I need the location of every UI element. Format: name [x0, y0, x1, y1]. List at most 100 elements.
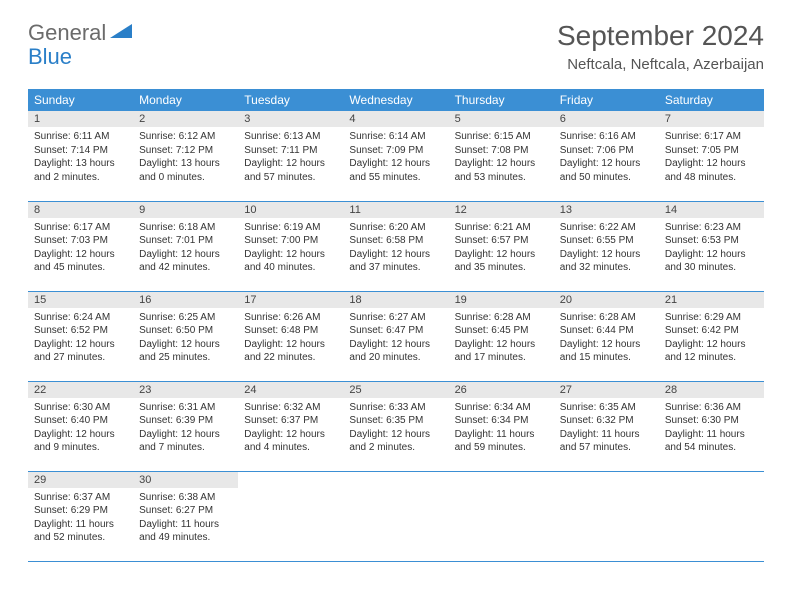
day-number: 29: [28, 472, 133, 488]
day-info: Sunrise: 6:38 AMSunset: 6:27 PMDaylight:…: [133, 488, 238, 550]
calendar-cell: 2Sunrise: 6:12 AMSunset: 7:12 PMDaylight…: [133, 111, 238, 201]
calendar-cell: 15Sunrise: 6:24 AMSunset: 6:52 PMDayligh…: [28, 291, 133, 381]
calendar-cell: 28Sunrise: 6:36 AMSunset: 6:30 PMDayligh…: [659, 381, 764, 471]
calendar-cell: [238, 471, 343, 561]
calendar-cell: [449, 471, 554, 561]
calendar-body: 1Sunrise: 6:11 AMSunset: 7:14 PMDaylight…: [28, 111, 764, 561]
calendar-cell: 25Sunrise: 6:33 AMSunset: 6:35 PMDayligh…: [343, 381, 448, 471]
day-number: 22: [28, 382, 133, 398]
calendar-cell: [343, 471, 448, 561]
day-info: Sunrise: 6:11 AMSunset: 7:14 PMDaylight:…: [28, 127, 133, 189]
day-number: 19: [449, 292, 554, 308]
day-number: 9: [133, 202, 238, 218]
day-number: 26: [449, 382, 554, 398]
calendar-cell: [659, 471, 764, 561]
day-info: Sunrise: 6:17 AMSunset: 7:05 PMDaylight:…: [659, 127, 764, 189]
calendar-cell: 29Sunrise: 6:37 AMSunset: 6:29 PMDayligh…: [28, 471, 133, 561]
logo: General: [28, 20, 134, 46]
calendar-cell: 24Sunrise: 6:32 AMSunset: 6:37 PMDayligh…: [238, 381, 343, 471]
day-number: 14: [659, 202, 764, 218]
day-number: 25: [343, 382, 448, 398]
logo-text-general: General: [28, 20, 106, 46]
day-number: 2: [133, 111, 238, 127]
day-info: Sunrise: 6:28 AMSunset: 6:45 PMDaylight:…: [449, 308, 554, 370]
day-info: Sunrise: 6:24 AMSunset: 6:52 PMDaylight:…: [28, 308, 133, 370]
day-info: Sunrise: 6:36 AMSunset: 6:30 PMDaylight:…: [659, 398, 764, 460]
day-info: Sunrise: 6:26 AMSunset: 6:48 PMDaylight:…: [238, 308, 343, 370]
day-info: Sunrise: 6:13 AMSunset: 7:11 PMDaylight:…: [238, 127, 343, 189]
calendar-week-row: 8Sunrise: 6:17 AMSunset: 7:03 PMDaylight…: [28, 201, 764, 291]
day-info: Sunrise: 6:22 AMSunset: 6:55 PMDaylight:…: [554, 218, 659, 280]
calendar-cell: 18Sunrise: 6:27 AMSunset: 6:47 PMDayligh…: [343, 291, 448, 381]
calendar-cell: 19Sunrise: 6:28 AMSunset: 6:45 PMDayligh…: [449, 291, 554, 381]
calendar-cell: 5Sunrise: 6:15 AMSunset: 7:08 PMDaylight…: [449, 111, 554, 201]
day-info: Sunrise: 6:12 AMSunset: 7:12 PMDaylight:…: [133, 127, 238, 189]
day-number: 12: [449, 202, 554, 218]
day-number: 16: [133, 292, 238, 308]
calendar-week-row: 29Sunrise: 6:37 AMSunset: 6:29 PMDayligh…: [28, 471, 764, 561]
day-number: 4: [343, 111, 448, 127]
day-number: 6: [554, 111, 659, 127]
day-number: 7: [659, 111, 764, 127]
calendar-cell: 14Sunrise: 6:23 AMSunset: 6:53 PMDayligh…: [659, 201, 764, 291]
day-number: 5: [449, 111, 554, 127]
logo-text-blue: Blue: [28, 44, 72, 69]
title-block: September 2024 Neftcala, Neftcala, Azerb…: [557, 20, 764, 73]
day-number: 27: [554, 382, 659, 398]
calendar-cell: 1Sunrise: 6:11 AMSunset: 7:14 PMDaylight…: [28, 111, 133, 201]
header: General September 2024 Neftcala, Neftcal…: [28, 20, 764, 73]
calendar-cell: 20Sunrise: 6:28 AMSunset: 6:44 PMDayligh…: [554, 291, 659, 381]
day-info: Sunrise: 6:15 AMSunset: 7:08 PMDaylight:…: [449, 127, 554, 189]
day-info: Sunrise: 6:23 AMSunset: 6:53 PMDaylight:…: [659, 218, 764, 280]
logo-triangle-icon: [110, 22, 132, 45]
day-number: 28: [659, 382, 764, 398]
day-info: Sunrise: 6:28 AMSunset: 6:44 PMDaylight:…: [554, 308, 659, 370]
weekday-header: Saturday: [659, 89, 764, 111]
day-info: Sunrise: 6:27 AMSunset: 6:47 PMDaylight:…: [343, 308, 448, 370]
day-number: 24: [238, 382, 343, 398]
day-number: 23: [133, 382, 238, 398]
calendar-cell: 9Sunrise: 6:18 AMSunset: 7:01 PMDaylight…: [133, 201, 238, 291]
calendar-week-row: 22Sunrise: 6:30 AMSunset: 6:40 PMDayligh…: [28, 381, 764, 471]
calendar-cell: 11Sunrise: 6:20 AMSunset: 6:58 PMDayligh…: [343, 201, 448, 291]
day-info: Sunrise: 6:19 AMSunset: 7:00 PMDaylight:…: [238, 218, 343, 280]
day-info: Sunrise: 6:33 AMSunset: 6:35 PMDaylight:…: [343, 398, 448, 460]
calendar-header-row: SundayMondayTuesdayWednesdayThursdayFrid…: [28, 89, 764, 111]
day-number: 15: [28, 292, 133, 308]
day-info: Sunrise: 6:14 AMSunset: 7:09 PMDaylight:…: [343, 127, 448, 189]
weekday-header: Thursday: [449, 89, 554, 111]
calendar-cell: [554, 471, 659, 561]
day-number: 20: [554, 292, 659, 308]
day-number: 21: [659, 292, 764, 308]
calendar-cell: 30Sunrise: 6:38 AMSunset: 6:27 PMDayligh…: [133, 471, 238, 561]
calendar-cell: 10Sunrise: 6:19 AMSunset: 7:00 PMDayligh…: [238, 201, 343, 291]
day-number: 17: [238, 292, 343, 308]
calendar-week-row: 15Sunrise: 6:24 AMSunset: 6:52 PMDayligh…: [28, 291, 764, 381]
weekday-header: Friday: [554, 89, 659, 111]
calendar-cell: 12Sunrise: 6:21 AMSunset: 6:57 PMDayligh…: [449, 201, 554, 291]
weekday-header: Monday: [133, 89, 238, 111]
day-info: Sunrise: 6:31 AMSunset: 6:39 PMDaylight:…: [133, 398, 238, 460]
day-info: Sunrise: 6:25 AMSunset: 6:50 PMDaylight:…: [133, 308, 238, 370]
calendar-table: SundayMondayTuesdayWednesdayThursdayFrid…: [28, 89, 764, 562]
day-info: Sunrise: 6:37 AMSunset: 6:29 PMDaylight:…: [28, 488, 133, 550]
day-info: Sunrise: 6:20 AMSunset: 6:58 PMDaylight:…: [343, 218, 448, 280]
weekday-header: Sunday: [28, 89, 133, 111]
calendar-cell: 3Sunrise: 6:13 AMSunset: 7:11 PMDaylight…: [238, 111, 343, 201]
calendar-cell: 26Sunrise: 6:34 AMSunset: 6:34 PMDayligh…: [449, 381, 554, 471]
calendar-cell: 17Sunrise: 6:26 AMSunset: 6:48 PMDayligh…: [238, 291, 343, 381]
weekday-header: Tuesday: [238, 89, 343, 111]
day-number: 8: [28, 202, 133, 218]
day-info: Sunrise: 6:18 AMSunset: 7:01 PMDaylight:…: [133, 218, 238, 280]
calendar-cell: 22Sunrise: 6:30 AMSunset: 6:40 PMDayligh…: [28, 381, 133, 471]
day-number: 3: [238, 111, 343, 127]
day-number: 1: [28, 111, 133, 127]
day-number: 11: [343, 202, 448, 218]
calendar-cell: 27Sunrise: 6:35 AMSunset: 6:32 PMDayligh…: [554, 381, 659, 471]
day-info: Sunrise: 6:16 AMSunset: 7:06 PMDaylight:…: [554, 127, 659, 189]
day-info: Sunrise: 6:21 AMSunset: 6:57 PMDaylight:…: [449, 218, 554, 280]
day-info: Sunrise: 6:34 AMSunset: 6:34 PMDaylight:…: [449, 398, 554, 460]
logo-blue-wrap: Blue: [28, 44, 72, 70]
calendar-cell: 8Sunrise: 6:17 AMSunset: 7:03 PMDaylight…: [28, 201, 133, 291]
calendar-cell: 16Sunrise: 6:25 AMSunset: 6:50 PMDayligh…: [133, 291, 238, 381]
